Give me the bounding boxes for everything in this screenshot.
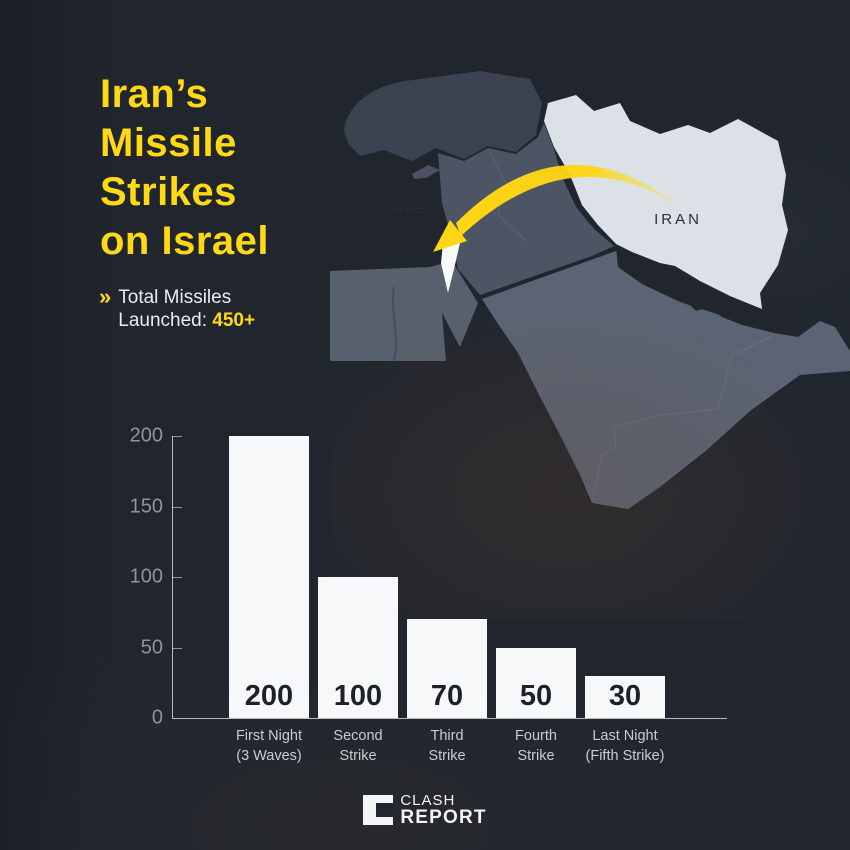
title-line-1: Iran’s <box>100 72 209 116</box>
bar-5: 30 <box>585 675 665 718</box>
category-label-line: Last Night <box>592 728 658 744</box>
subtitle-total-missiles: » Total Missiles Launched: 450+ <box>99 286 255 332</box>
bar-value-label: 200 <box>244 680 294 712</box>
bar-1: 200 <box>229 436 309 718</box>
bar-value-label: 70 <box>430 679 464 712</box>
y-axis-tick-label: 200 <box>129 424 163 447</box>
x-axis-category-label: Third Strike <box>391 726 503 767</box>
x-axis-line <box>172 718 727 719</box>
x-axis-category-label: Fourth Strike <box>480 726 592 767</box>
category-label-line: Second <box>333 728 383 744</box>
title-line-2: Missile <box>100 121 237 165</box>
subtitle-text: Total Missiles Launched: 450+ <box>118 286 255 332</box>
x-axis-category-label: Second Strike <box>302 726 414 767</box>
map-label-israel: ISRAEL <box>379 201 434 216</box>
y-axis-tick-label: 100 <box>129 565 163 588</box>
map-border-yemen-oman <box>591 334 775 502</box>
y-axis-tick-label: 50 <box>140 636 163 658</box>
brand-name-bottom: REPORT <box>400 807 487 828</box>
subtitle-line1: Total Missiles <box>118 287 232 308</box>
category-label-line: Strike <box>428 748 466 765</box>
map-label-iran: IRAN <box>654 211 702 228</box>
category-label-line: First Night <box>235 728 303 744</box>
category-label-line: Third <box>430 728 464 744</box>
category-label-line: Strike <box>517 748 555 765</box>
y-axis-tick-mark <box>172 577 182 578</box>
map-country-turkey <box>344 71 542 161</box>
y-axis-tick-mark <box>172 647 182 649</box>
y-axis-tick-label: 0 <box>151 706 163 729</box>
footer-brand: CLASH REPORT <box>0 793 850 827</box>
missile-bar-chart: 0 50 100 150 200 200 First Night (3 Waves) 100 Se… <box>115 425 795 785</box>
page-title: Iran’s Missile Strikes on Israel <box>100 70 269 266</box>
bar-4: 50 <box>496 647 576 718</box>
map-region-arabian-peninsula <box>482 251 850 509</box>
map-island-cyprus <box>412 165 440 179</box>
x-axis-category-label: First Night (3 Waves) <box>213 726 325 767</box>
category-label-line: (Fifth Strike) <box>585 748 665 765</box>
y-axis-tick-mark <box>172 506 182 508</box>
map-country-iran <box>544 95 788 309</box>
subtitle-total-value: 450+ <box>212 310 256 331</box>
brand-name-top: CLASH <box>400 792 456 809</box>
map-region-levant-iraq <box>438 123 614 295</box>
logo-notch <box>376 803 394 817</box>
y-axis-tick-label: 150 <box>129 495 163 517</box>
bar-2: 100 <box>318 577 398 718</box>
category-label-line: Fourth <box>515 728 557 744</box>
subtitle-line2-prefix: Launched: <box>118 310 213 331</box>
title-line-4: on Israel <box>100 219 270 263</box>
clash-report-logo-icon <box>363 795 394 825</box>
brand-name: CLASH REPORT <box>400 793 486 827</box>
map-sea-persian-gulf <box>616 247 760 325</box>
bar-value-label: 50 <box>519 680 553 712</box>
bar-value-label: 100 <box>333 680 383 712</box>
bar-value-label: 30 <box>608 679 642 712</box>
title-line-3: Strikes <box>100 170 237 214</box>
missile-arrowhead-icon <box>433 220 467 252</box>
category-label-line: Strike <box>339 748 377 765</box>
x-axis-category-label: Last Night (Fifth Strike) <box>569 726 681 767</box>
map-country-egypt <box>330 261 478 361</box>
double-chevron-icon: » <box>99 284 112 309</box>
map-sea-caspian <box>622 67 702 130</box>
middle-east-map: ISRAEL IRAN <box>330 67 850 509</box>
missile-trajectory-arrow-icon <box>456 164 674 236</box>
map-river-nile <box>392 286 397 362</box>
y-axis-tick-mark <box>172 436 182 437</box>
bar-3: 70 <box>407 619 487 718</box>
category-label-line: (3 Waves) <box>236 748 302 765</box>
